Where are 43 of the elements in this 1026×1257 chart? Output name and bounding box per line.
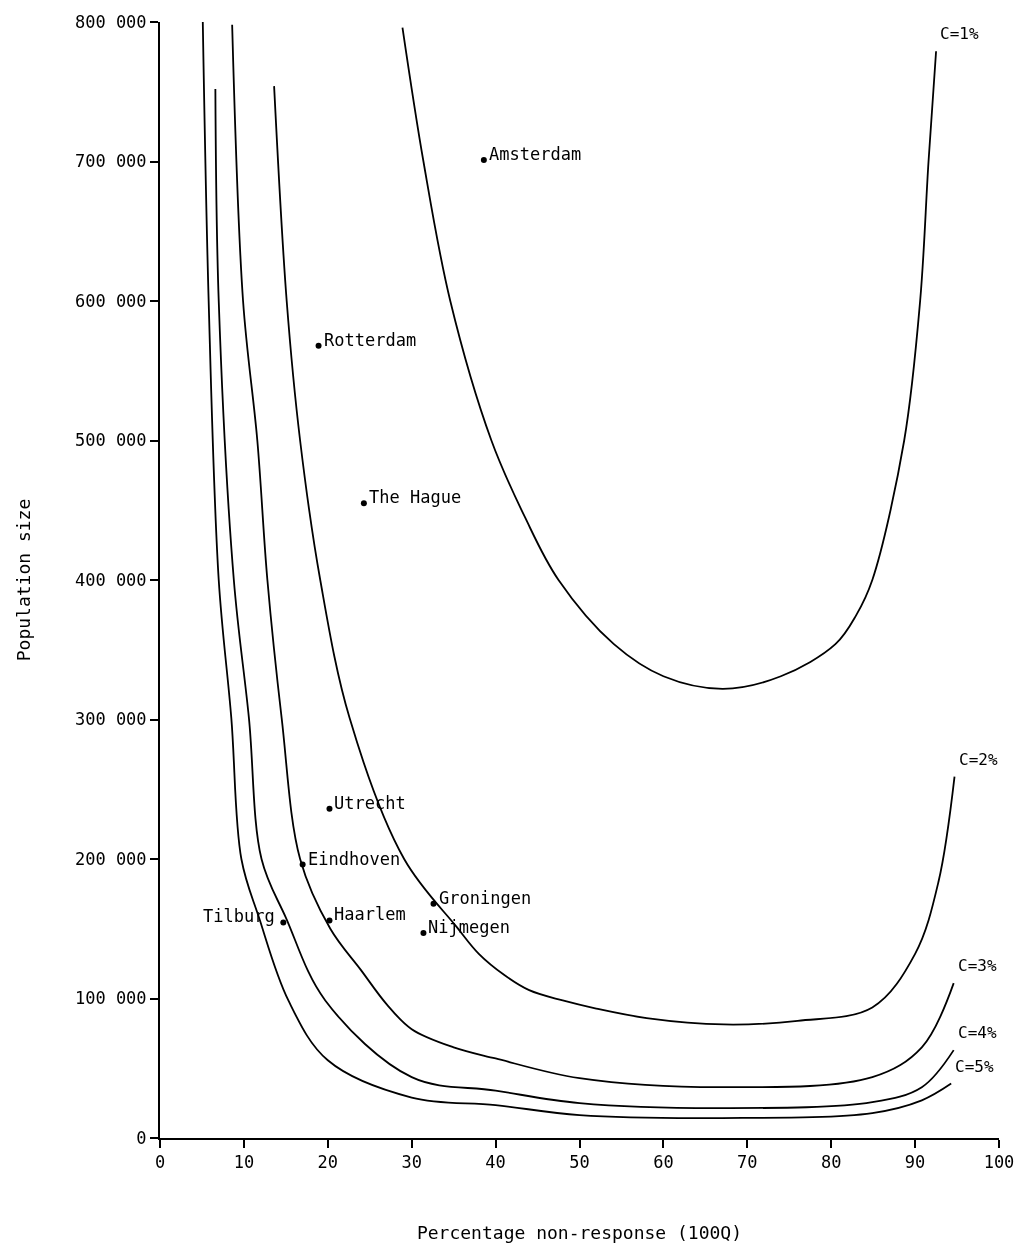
x-tick-label: 50	[569, 1152, 590, 1173]
x-tick-label: 100	[983, 1152, 1015, 1173]
point	[326, 805, 333, 812]
point	[420, 929, 427, 936]
annotation: The Hague	[369, 487, 462, 507]
series-label: C=3%	[958, 956, 997, 975]
y-tick-label: 100 000	[74, 988, 147, 1009]
point	[360, 500, 367, 507]
y-axis-title: Population size	[12, 498, 34, 662]
x-tick-label: 90	[904, 1152, 926, 1173]
point	[299, 861, 306, 868]
point	[430, 900, 437, 907]
x-tick-label: 40	[485, 1152, 506, 1173]
y-tick-label: 600 000	[74, 290, 147, 311]
y-tick-label: 700 000	[74, 151, 147, 172]
series-label: C=1%	[940, 24, 979, 43]
y-tick-label: 400 000	[74, 569, 147, 590]
y-tick-label: 300 000	[74, 709, 147, 730]
x-tick-label: 80	[820, 1152, 842, 1173]
x-axis-title: Percentage non-response (100Q)	[416, 1222, 743, 1243]
series-label: C=4%	[958, 1023, 997, 1042]
line-series	[273, 85, 956, 1026]
x-tick-label: 30	[401, 1152, 422, 1173]
point	[280, 919, 287, 926]
annotation: Groningen	[439, 888, 532, 908]
point	[315, 342, 322, 349]
series-label: C=5%	[955, 1057, 994, 1076]
annotation: Eindhoven	[308, 849, 401, 869]
annotation: Haarlem	[334, 904, 406, 924]
point	[480, 157, 487, 164]
point	[326, 917, 333, 924]
x-tick-label: 60	[653, 1152, 674, 1173]
y-tick-label: 0	[136, 1127, 147, 1148]
annotation: Rotterdam	[324, 330, 417, 350]
y-tick-label: 800 000	[74, 11, 147, 32]
annotation: Amsterdam	[489, 144, 582, 164]
x-tick-label: 10	[233, 1152, 255, 1173]
y-tick-label: 200 000	[74, 848, 147, 869]
x-tick-label: 70	[737, 1152, 758, 1173]
x-tick-label: 20	[317, 1152, 339, 1173]
y-tick-label: 500 000	[74, 430, 147, 451]
x-tick-label: 0	[154, 1152, 166, 1173]
series-label: C=2%	[959, 750, 998, 769]
